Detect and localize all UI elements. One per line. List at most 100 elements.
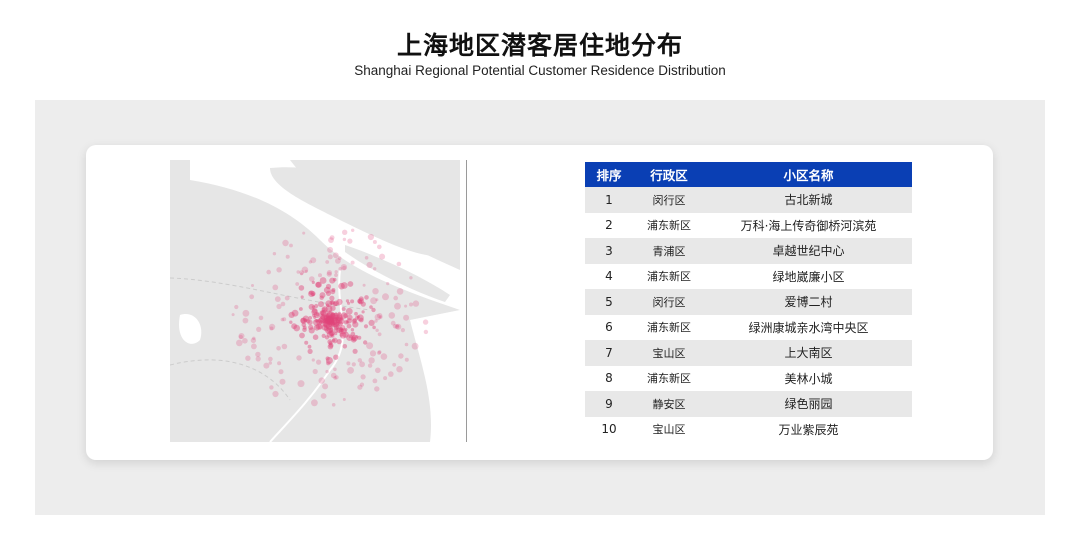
customer-dot (327, 317, 333, 323)
cell-rank: 7 (585, 340, 633, 366)
customer-dot (351, 335, 356, 341)
customer-dot (347, 367, 354, 374)
customer-dot (326, 319, 330, 323)
customer-dot (297, 380, 305, 388)
customer-dot (301, 266, 309, 274)
customer-dot (326, 315, 333, 323)
customer-dot (341, 328, 347, 335)
customer-dot (343, 320, 349, 325)
customer-dot (308, 327, 315, 334)
customer-dot (368, 357, 375, 364)
customer-dot (396, 324, 400, 328)
customer-dot (338, 327, 344, 333)
customer-dot (357, 358, 362, 363)
customer-dot (282, 239, 289, 247)
customer-dot (321, 324, 328, 331)
customer-dot (331, 322, 336, 327)
customer-dot (339, 332, 347, 339)
customer-dot (328, 310, 333, 315)
table-row: 3 青浦区 卓越世纪中心 (585, 238, 912, 264)
customer-dot (333, 315, 337, 320)
customer-dot (342, 344, 348, 349)
customer-dot (326, 317, 331, 322)
customer-dot (394, 324, 400, 330)
customer-dot (351, 228, 355, 232)
customer-dot (392, 323, 398, 329)
customer-dot (327, 246, 334, 253)
customer-dot (325, 319, 332, 325)
cell-rank: 1 (585, 187, 633, 213)
customer-dot (396, 261, 402, 267)
customer-dot (340, 282, 348, 289)
customer-dot (319, 316, 326, 323)
customer-dot (352, 318, 357, 323)
customer-dot (328, 318, 332, 322)
customer-dot (346, 334, 353, 341)
lake-dianshan (179, 314, 202, 344)
customer-dot (284, 295, 290, 301)
customer-dot (348, 335, 352, 339)
customer-dot (346, 314, 353, 321)
customer-dot (278, 369, 284, 375)
customer-dot (302, 327, 307, 333)
customer-dot (321, 309, 329, 317)
customer-dot (307, 348, 313, 354)
customer-dot (327, 317, 334, 324)
customer-dot (306, 319, 311, 324)
customer-dot (299, 332, 305, 339)
customer-dot (296, 355, 302, 361)
customer-dot (326, 326, 334, 333)
customer-dot (326, 360, 331, 366)
cell-community: 卓越世纪中心 (705, 238, 912, 264)
customer-dot (330, 300, 335, 305)
customer-dot (308, 303, 315, 310)
customer-dot (366, 261, 373, 269)
customer-dot (289, 320, 293, 324)
customer-dot (322, 307, 326, 311)
customer-dot (334, 318, 339, 323)
customer-dot (327, 317, 333, 323)
customer-dot (328, 319, 333, 323)
cell-rank: 8 (605, 371, 613, 386)
customer-dot (319, 292, 326, 299)
customer-dot (404, 342, 409, 347)
customer-dot (325, 305, 333, 313)
customer-dot (329, 316, 335, 321)
cell-district: 浦东新区 (647, 372, 691, 386)
cell-rank: 9 (585, 391, 633, 417)
customer-dot (332, 316, 338, 322)
customer-dot (336, 321, 340, 326)
customer-dot (375, 298, 379, 302)
customer-dot (301, 322, 307, 328)
customer-dot (330, 317, 334, 321)
customer-dot (269, 323, 276, 330)
customer-dot (393, 295, 398, 301)
customer-dot (334, 375, 339, 380)
customer-dot (255, 351, 261, 358)
customer-dot (347, 281, 354, 287)
huangpu-river (269, 269, 344, 442)
vertical-divider (466, 160, 467, 442)
cell-district: 青浦区 (633, 238, 705, 264)
customer-dot (339, 327, 343, 331)
customer-dot (374, 313, 381, 321)
customer-dot (285, 254, 290, 259)
customer-dot (357, 299, 362, 304)
customer-dot (334, 312, 338, 316)
customer-dot (330, 321, 336, 326)
customer-dot (352, 321, 359, 328)
customer-dot (323, 317, 330, 324)
customer-dot (351, 362, 356, 367)
customer-dot (318, 273, 322, 278)
table-row: 2 浦东新区 万科·海上传奇御桥河滨苑 (585, 213, 912, 239)
customer-dot (409, 302, 413, 307)
customer-dot (302, 325, 307, 330)
customer-dot (376, 350, 382, 355)
customer-dot (350, 328, 355, 332)
customer-dot (357, 335, 362, 340)
customer-dot (370, 297, 377, 305)
customer-dot (279, 378, 286, 385)
customer-dot (332, 312, 340, 320)
customer-dot (311, 358, 315, 362)
customer-dot (351, 334, 358, 342)
